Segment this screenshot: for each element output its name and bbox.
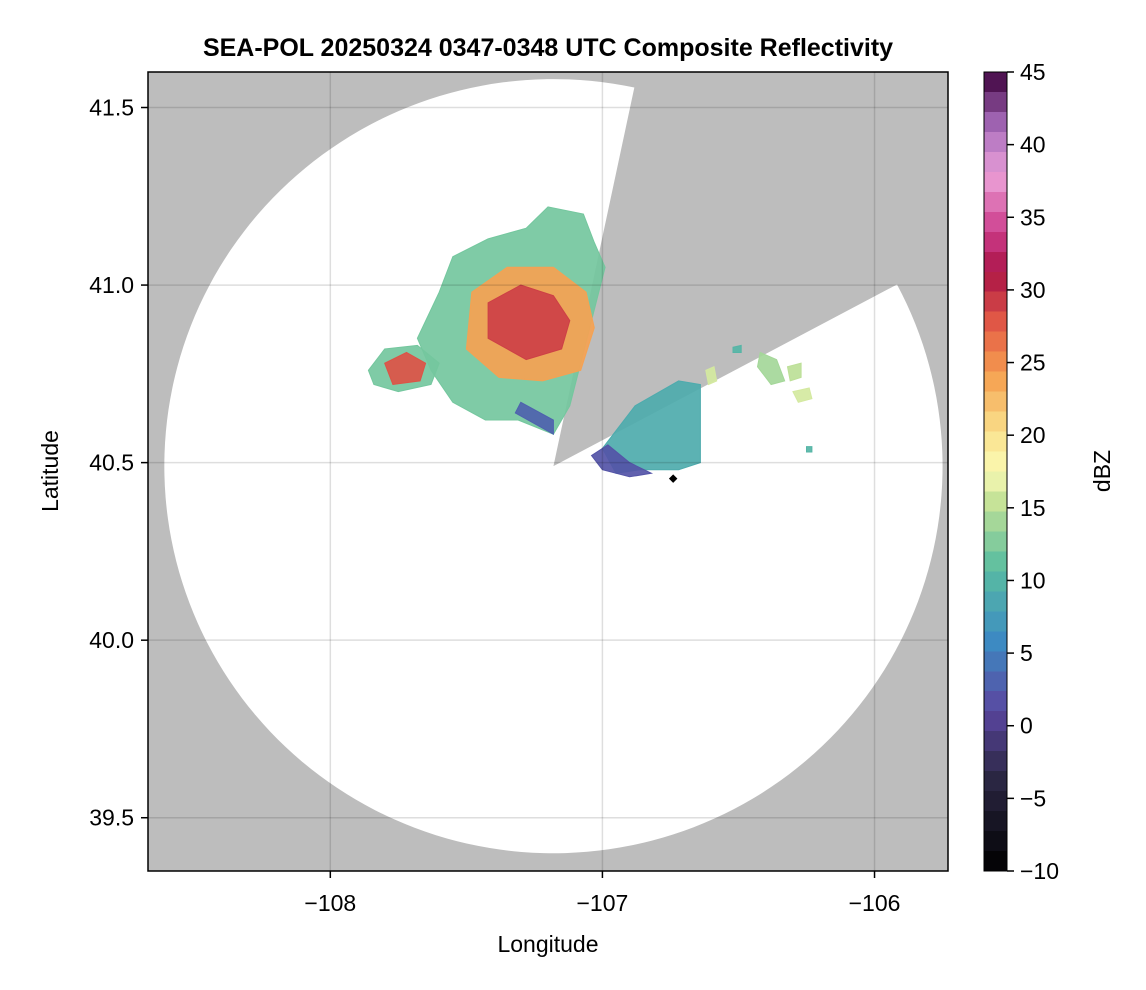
y-tick-label: 39.5 [89,805,134,831]
echo-core-2 [487,284,571,361]
echo-east-edge [590,444,654,478]
y-axis: 39.5 40.0 40.5 41.0 41.5 [89,95,148,831]
plot-frame [147,71,949,872]
echo-scatter-6 [732,344,742,353]
x-tick-label: −106 [849,890,901,916]
colorbar-tick-label: 25 [1020,350,1046,376]
echo-layer [367,206,813,478]
colorbar-ticks: −10 −5 0 5 10 15 20 25 30 35 40 45 [1007,59,1059,884]
y-axis-label: Latitude [37,430,63,512]
colorbar-frame [983,71,1008,872]
colorbar-tick-label: −10 [1020,858,1059,884]
site-marker [668,474,678,483]
colorbar-tick-label: 10 [1020,567,1046,593]
y-tick-label: 40.0 [89,627,134,653]
colorbar: −10 −5 0 5 10 15 20 25 30 35 40 45 [983,59,1059,884]
radar-coverage [164,79,943,854]
echo-scatter-4 [705,365,718,386]
x-tick-label: −108 [304,890,356,916]
echo-scatter-2 [786,362,802,382]
colorbar-tick-label: −5 [1020,785,1046,811]
colorbar-tick-label: 15 [1020,495,1046,521]
plot-area [148,72,948,871]
echo-scatter-5 [806,446,813,453]
x-tick-label: −107 [577,890,629,916]
colorbar-tick-label: 40 [1020,132,1046,158]
echo-south-edge [514,401,554,436]
x-axis: −108 −107 −106 [304,871,900,916]
y-tick-label: 41.0 [89,272,134,298]
colorbar-tick-label: 35 [1020,204,1046,230]
colorbar-tick-label: 0 [1020,713,1033,739]
x-axis-label: Longitude [497,931,598,957]
echo-core-west [384,351,427,386]
colorbar-label: dBZ [1089,450,1115,492]
colorbar-tick-label: 45 [1020,59,1046,85]
echo-scatter-3 [792,387,813,403]
colorbar-tick-label: 5 [1020,640,1033,666]
colorbar-gradient [984,72,1007,871]
colorbar-tick-label: 20 [1020,422,1046,448]
y-tick-label: 40.5 [89,450,134,476]
chart-title: SEA-POL 20250324 0347-0348 UTC Composite… [203,34,893,62]
colorbar-tick-label: 30 [1020,277,1046,303]
y-tick-label: 41.5 [89,95,134,121]
grid [148,72,948,871]
echo-scatter-1 [756,351,786,386]
